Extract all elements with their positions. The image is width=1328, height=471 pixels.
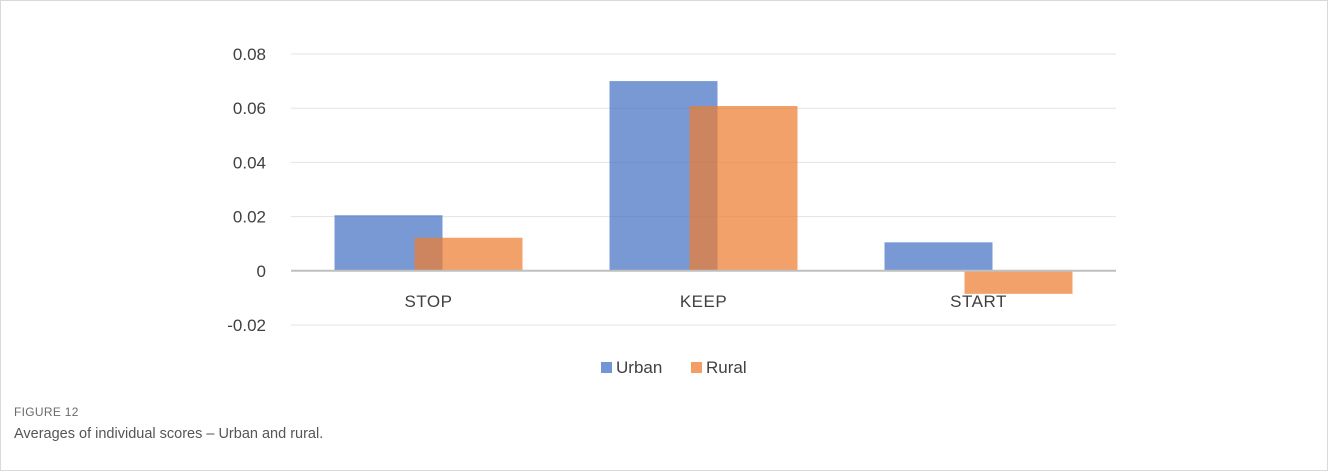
x-tick-label: START: [950, 292, 1007, 311]
axes: 0.08 0.06 0.04 0.02 0 -0.02 STOP KEEP START: [227, 45, 1116, 335]
x-tick-label: KEEP: [680, 292, 727, 311]
y-tick-label: 0.06: [233, 99, 266, 118]
bar-rural-keep: [689, 106, 798, 271]
legend-swatch-urban: [601, 362, 612, 373]
bar-chart: 0.08 0.06 0.04 0.02 0 -0.02 STOP KEEP START Urba…: [227, 45, 1116, 377]
y-tick-label: 0.04: [233, 153, 266, 172]
bar-rural-stop: [414, 237, 523, 271]
y-tick-label: 0.02: [233, 208, 266, 227]
legend-label-urban: Urban: [616, 358, 662, 377]
x-tick-label: STOP: [405, 292, 453, 311]
bar-rural-start: [964, 270, 1073, 294]
figure-label: FIGURE 12: [14, 405, 79, 419]
bar-urban-start: [884, 242, 993, 271]
legend-swatch-rural: [691, 362, 702, 373]
y-tick-label: 0: [257, 262, 266, 281]
legend: Urban Rural: [601, 358, 747, 377]
y-tick-label: -0.02: [227, 316, 266, 335]
figure-caption: Averages of individual scores – Urban an…: [14, 426, 324, 442]
legend-label-rural: Rural: [706, 358, 747, 377]
y-tick-label: 0.08: [233, 45, 266, 64]
bars: [334, 81, 1073, 294]
